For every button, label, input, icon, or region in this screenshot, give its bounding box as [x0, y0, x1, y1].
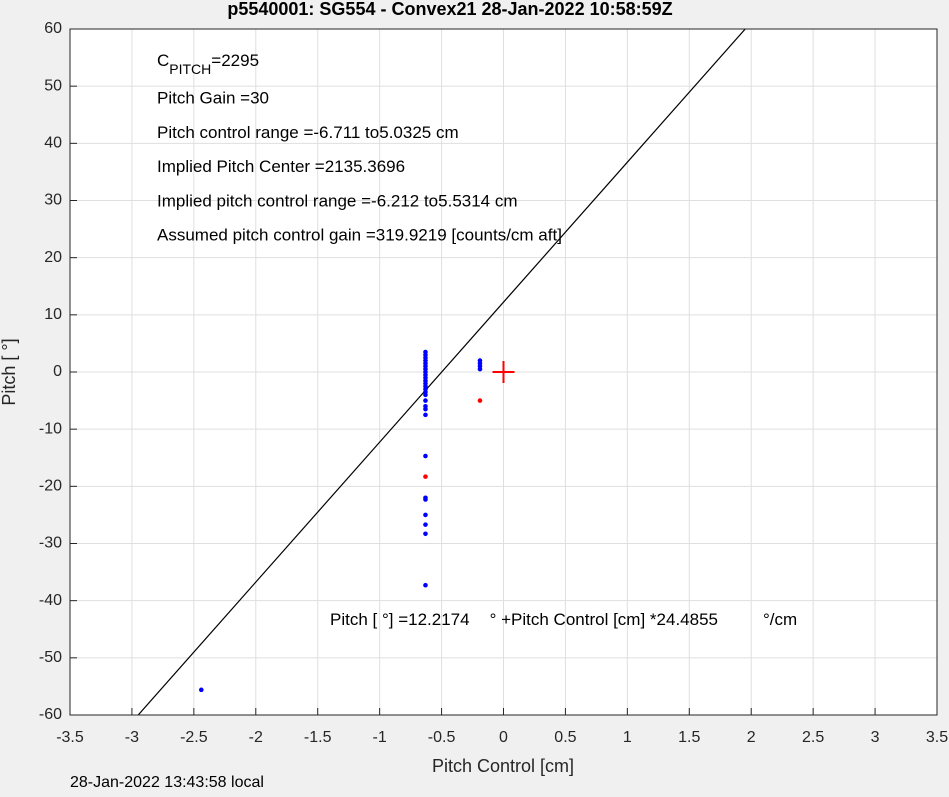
x-tick-label: -3.5: [56, 729, 84, 746]
point: [423, 531, 428, 537]
fit-annotation: Pitch [ °] =12.2174 ° +Pitch Control [cm]…: [330, 610, 797, 629]
annotation: Pitch Gain =30: [157, 88, 269, 107]
y-tick-label: 0: [53, 363, 62, 380]
annotation: Implied pitch control range =-6.212 to5.…: [157, 191, 518, 210]
y-tick-label: 20: [44, 249, 62, 266]
cpitch-sub: PITCH: [169, 61, 211, 77]
annotation: Assumed pitch control gain =319.9219 [co…: [157, 226, 562, 245]
point: [423, 398, 428, 403]
annotation: Pitch control range =-6.711 to5.0325 cm: [157, 123, 459, 142]
x-tick-label: 1.5: [678, 729, 700, 746]
x-tick-label: 2.5: [802, 729, 824, 746]
x-tick-label: -1.5: [304, 729, 332, 746]
point: [423, 512, 428, 518]
annotation: Implied Pitch Center =2135.3696: [157, 157, 405, 176]
cross-marker: [492, 361, 515, 383]
point: [423, 392, 428, 398]
x-tick-label: 0: [499, 729, 508, 746]
y-axis-label: Pitch [ °]: [0, 338, 19, 405]
fit-line: [137, 29, 747, 715]
cpitch-base: C: [157, 51, 169, 70]
footer: 28-Jan-2022 13:43:58 local: [70, 774, 264, 791]
fit-slope: 24.4855: [657, 610, 718, 629]
y-tick-label: 60: [44, 20, 62, 37]
y-tick-label: 50: [44, 77, 62, 94]
y-tick-label: -50: [39, 649, 62, 666]
y-tick-label: 40: [44, 135, 62, 152]
x-tick-label: 1: [623, 729, 632, 746]
point: [198, 687, 204, 693]
point: [423, 406, 428, 412]
point: [477, 398, 483, 403]
x-tick-label: -3: [125, 729, 139, 746]
y-tick-label: -20: [39, 478, 62, 495]
cpitch-value: =2295: [211, 51, 259, 70]
point: [423, 582, 428, 588]
point: [423, 412, 428, 418]
fit-mid: ° +Pitch Control [cm] *: [490, 610, 657, 629]
x-tick-label: 3.5: [926, 729, 948, 746]
marks: [137, 29, 747, 715]
point: [423, 453, 428, 459]
x-tick-label: -2.5: [180, 729, 208, 746]
point: [423, 522, 428, 527]
x-tick-label: -0.5: [428, 729, 456, 746]
y-tick-label: 30: [44, 192, 62, 209]
point: [423, 474, 428, 479]
x-axis-label: Pitch Control [cm]: [432, 756, 574, 776]
x-tick-label: -1: [373, 729, 387, 746]
y-tick-label: -60: [39, 706, 62, 723]
point: [477, 366, 483, 372]
fit-intercept: 12.2174: [408, 610, 469, 629]
fit-prefix: Pitch [ °] =: [330, 610, 408, 629]
y-tick-label: -40: [39, 592, 62, 609]
x-tick-label: 3: [871, 729, 880, 746]
y-tick-label: 10: [44, 306, 62, 323]
x-tick-label: -2: [249, 729, 263, 746]
point: [423, 497, 428, 502]
y-tick-label: -30: [39, 535, 62, 552]
cpitch-annotation: CPITCH=2295: [157, 51, 259, 76]
y-tick-label: -10: [39, 420, 62, 437]
fit-suffix: °/cm: [763, 610, 797, 629]
x-tick-label: 2: [747, 729, 756, 746]
chart-title: p5540001: SG554 - Convex21 28-Jan-2022 1…: [227, 0, 672, 19]
x-tick-label: 0.5: [554, 729, 576, 746]
